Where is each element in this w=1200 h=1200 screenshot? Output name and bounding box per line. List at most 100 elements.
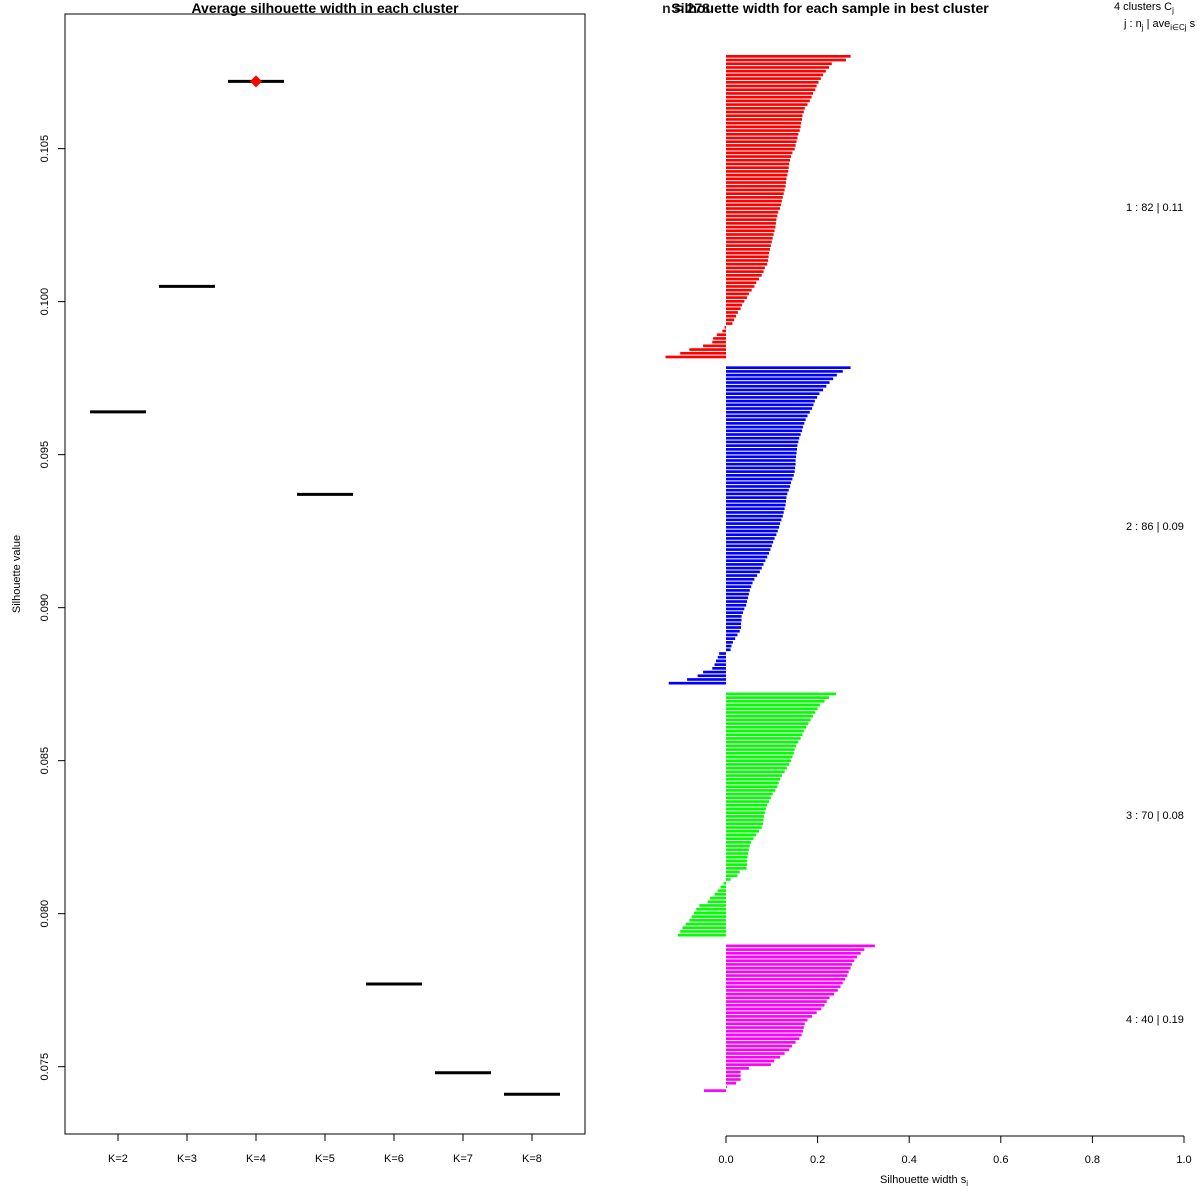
silhouette-bar <box>726 529 778 533</box>
silhouette-bar <box>726 251 770 255</box>
silhouette-bar <box>726 485 791 488</box>
silhouette-bar <box>726 822 764 826</box>
silhouette-bar <box>726 1063 771 1066</box>
silhouette-bar <box>726 811 765 815</box>
silhouette-bar <box>726 615 742 618</box>
right-title: Silhouette width for each sample in best… <box>671 0 989 16</box>
silhouette-bar <box>726 73 824 77</box>
silhouette-bar <box>726 262 768 266</box>
silhouette-bar <box>726 95 812 99</box>
silhouette-bar <box>726 1022 805 1026</box>
silhouette-bar <box>703 344 726 348</box>
silhouette-bar <box>726 396 818 399</box>
silhouette-bar <box>726 121 802 125</box>
silhouette-bar <box>726 878 731 881</box>
silhouette-bar <box>726 155 792 158</box>
silhouette-bar <box>726 255 769 259</box>
silhouette-bar <box>726 311 738 314</box>
right-xtick-label: 0.6 <box>993 1154 1008 1166</box>
silhouette-bar <box>726 537 775 540</box>
silhouette-bar <box>726 69 826 73</box>
silhouette-bar <box>726 281 757 285</box>
silhouette-bar <box>726 792 773 796</box>
cluster-legend: 1 : 82 | 0.11 2 : 86 | 0.09 3 : 70 | 0.08 4… <box>1126 202 1184 1026</box>
silhouette-bar <box>726 841 752 844</box>
silhouette-bar <box>726 99 810 103</box>
silhouette-bar <box>712 340 726 344</box>
silhouette-bar <box>726 114 803 118</box>
silhouette-bar <box>726 77 821 80</box>
silhouette-bar <box>726 603 747 607</box>
silhouette-bar <box>726 829 759 833</box>
left-ytick-label: 0.085 <box>39 747 51 775</box>
silhouette-bar <box>726 870 740 874</box>
left-marks <box>90 75 560 1096</box>
silhouette-bar <box>726 596 748 600</box>
silhouette-bar <box>717 889 726 892</box>
legend-header-2-sub: j <box>1141 23 1144 32</box>
silhouette-bar <box>726 577 755 581</box>
silhouette-bar <box>726 522 781 525</box>
silhouette-bar <box>726 611 743 615</box>
silhouette-bar <box>726 84 817 88</box>
silhouette-bar <box>726 1007 822 1011</box>
silhouette-bar <box>726 151 793 155</box>
silhouette-bar <box>726 833 757 837</box>
right-xlabel-sub: i <box>966 1179 968 1188</box>
silhouette-bar <box>726 777 781 781</box>
silhouette-bar <box>726 88 816 92</box>
left-ytick-label: 0.090 <box>39 594 51 622</box>
silhouette-bar <box>726 229 775 233</box>
silhouette-bar <box>726 548 771 551</box>
silhouette-bar <box>726 1018 808 1022</box>
silhouette-bar <box>726 170 789 173</box>
silhouette-bar <box>726 103 808 106</box>
silhouette-bar <box>726 1059 775 1063</box>
silhouette-bar <box>726 473 794 477</box>
silhouette-bar <box>726 770 785 774</box>
silhouette-bar <box>726 992 835 996</box>
silhouette-bar <box>726 774 782 777</box>
silhouette-bar <box>726 1037 800 1040</box>
silhouette-bar <box>726 989 838 992</box>
silhouette-bar <box>726 544 772 548</box>
silhouette-bar <box>726 759 792 763</box>
silhouette-bar <box>726 1048 790 1052</box>
silhouette-bar <box>726 314 737 318</box>
left-ylabel: Silhouette value <box>11 535 23 613</box>
silhouette-bar <box>726 1074 741 1078</box>
silhouette-bar <box>726 859 748 863</box>
silhouette-bar <box>726 574 758 577</box>
silhouette-bar <box>726 748 795 751</box>
silhouette-bar <box>722 329 726 333</box>
silhouette-bar <box>726 815 765 818</box>
silhouette-bar <box>726 618 742 622</box>
silhouette-bar <box>712 667 726 670</box>
silhouette-bar <box>726 559 766 563</box>
silhouette-bar <box>691 915 726 918</box>
silhouette-bar <box>726 518 782 522</box>
silhouette-bar <box>726 1078 741 1081</box>
left-xtick-label: K=2 <box>108 1153 128 1165</box>
silhouette-bar <box>689 348 726 351</box>
silhouette-bar <box>726 963 852 966</box>
silhouette-bar <box>726 551 770 555</box>
cluster-legend-entry: 2 : 86 | 0.09 <box>1126 521 1184 533</box>
legend-header-2-tail: s <box>1187 18 1196 30</box>
silhouette-bar <box>726 322 733 325</box>
silhouette-bar <box>726 240 772 244</box>
silhouette-bar <box>726 425 803 429</box>
right-xtick-label: 0.4 <box>902 1154 917 1166</box>
silhouette-bar <box>726 277 759 281</box>
silhouette-bar <box>709 896 726 900</box>
silhouette-bar <box>726 132 799 136</box>
silhouette-bar <box>726 377 834 381</box>
silhouette-bar <box>726 766 787 770</box>
silhouette-bar <box>724 325 726 329</box>
left-xtick-label: K=7 <box>453 1153 473 1165</box>
silhouette-bar <box>726 711 816 714</box>
silhouette-bar <box>714 663 726 666</box>
silhouette-bar <box>726 589 750 592</box>
silhouette-bar <box>726 370 843 373</box>
